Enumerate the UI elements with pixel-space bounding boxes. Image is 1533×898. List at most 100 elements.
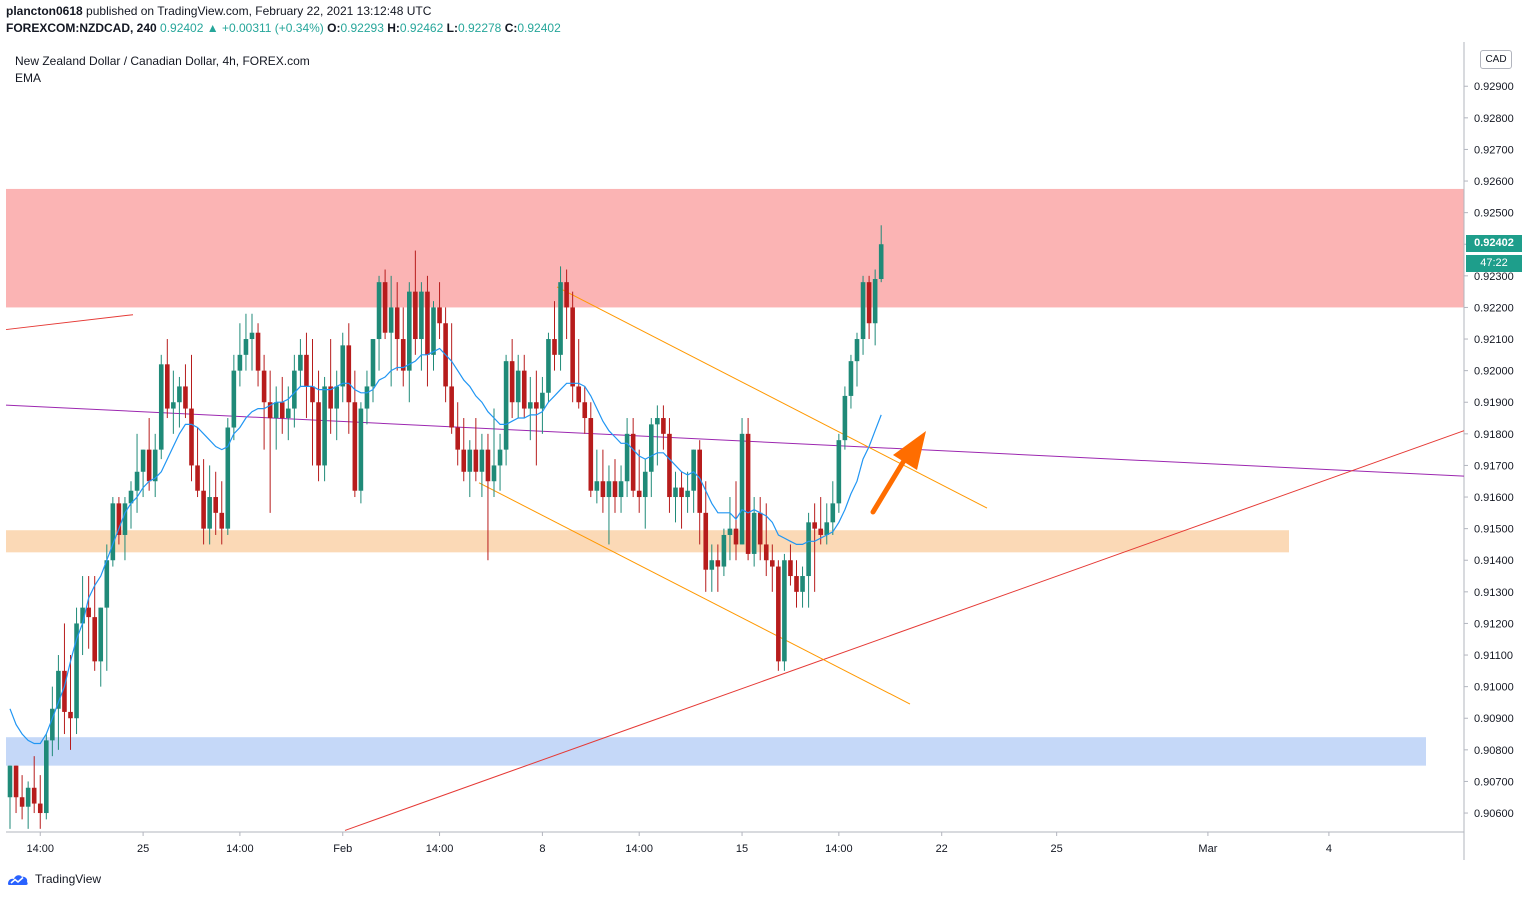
candle-body [818,528,823,535]
time-tick-label: 25 [137,843,149,855]
price-tick-label: 0.90800 [1474,745,1514,757]
candle-body [630,433,636,491]
candle-body [346,345,352,403]
candle-body [352,402,358,491]
candle-body [62,670,67,712]
currency-button[interactable]: CAD [1480,50,1512,69]
candle-body [521,370,527,409]
candle-body [679,487,684,498]
price-tick-label: 0.92900 [1474,81,1514,93]
candle-body [697,449,702,513]
candle-body [316,402,321,466]
candle-body [540,392,545,409]
footer-brand-label: TradingView [35,872,102,886]
price-tick-label: 0.91500 [1474,524,1514,536]
candle-body [763,544,769,561]
close-value: 0.92402 [517,21,561,35]
high-label: H: [387,21,400,35]
arrow-shaft [870,456,908,515]
price-tick-label: 0.90900 [1474,713,1514,725]
candle-body [860,282,866,340]
chart-legend: New Zealand Dollar / Canadian Dollar, 4h… [15,53,310,87]
candle-body [467,449,473,472]
channel-lower-line [478,482,911,705]
candle-body [358,408,364,491]
candle-body [878,244,884,279]
ema-line [9,347,882,745]
footer-brand[interactable]: TradingView [6,871,101,887]
candle-body [261,370,267,403]
candle-body [866,282,872,324]
candle-body [298,354,303,371]
candle-body [503,361,509,450]
candle-body [370,339,376,387]
time-tick-label: 8 [539,843,545,855]
candle-body [165,364,170,409]
candle-body [655,418,660,425]
candle-body [485,449,491,482]
candle-body [37,803,43,814]
candle-body [491,465,497,482]
high-value: 0.92462 [399,21,444,35]
candle-body [68,711,73,719]
candle-body [582,402,588,419]
candle-body [50,708,55,741]
candle-body [830,503,836,523]
candle-body [642,471,648,498]
time-tick-label: 14:00 [426,843,454,855]
last-price-tag: 0.92402 [1466,234,1522,252]
arrow-head-icon [893,431,926,470]
price-tick-label: 0.91200 [1474,618,1514,630]
candle-body [455,427,460,450]
candle-series [7,225,884,829]
author-name[interactable]: plancton0618 [6,4,83,18]
candle-body [292,370,297,409]
candle-body [709,560,715,570]
candle-body [140,449,146,472]
low-label: L: [446,21,458,35]
open-label: O: [327,21,341,35]
candle-body [751,512,757,554]
candle-body [552,339,557,355]
price-tick-label: 0.91000 [1474,682,1514,694]
candle-body [800,576,805,592]
candle-body [310,386,315,403]
candle-body [812,522,817,529]
candle-body [92,617,97,662]
ohlc-line: FOREXCOM:NZDCAD, 240 0.92402 ▲ +0.00311 … [6,21,561,35]
price-tick-label: 0.92100 [1474,334,1514,346]
candle-body [685,490,690,498]
candle-body [74,623,79,719]
candle-body [479,449,485,472]
candle-body [382,282,388,333]
candle-body [322,386,327,466]
candle-body [400,339,406,371]
price-tick-label: 0.90700 [1474,776,1514,788]
candle-body [546,339,551,393]
candle-body [570,307,575,387]
candle-body [461,449,467,472]
time-tick-label: 25 [1051,843,1063,855]
candle-body [407,291,412,371]
candle-body [770,560,775,567]
candle-body [721,534,727,567]
candle-body [594,481,600,491]
candle-body [128,490,134,504]
candle-body [703,512,709,570]
candle-body [558,282,563,355]
candle-body [745,433,751,554]
candle-body [376,282,382,340]
candle-body [255,332,261,371]
candle-body [189,408,194,466]
legend-indicator-ema[interactable]: EMA [15,71,42,85]
time-tick-label: 22 [936,843,948,855]
candle-body [509,361,515,403]
candle-body [56,670,61,709]
candle-body [636,490,642,498]
candle-body [564,282,569,308]
candle-body [328,386,333,409]
candle-body [364,386,370,409]
candle-body [515,370,521,403]
price-tick-label: 0.92700 [1474,144,1514,156]
